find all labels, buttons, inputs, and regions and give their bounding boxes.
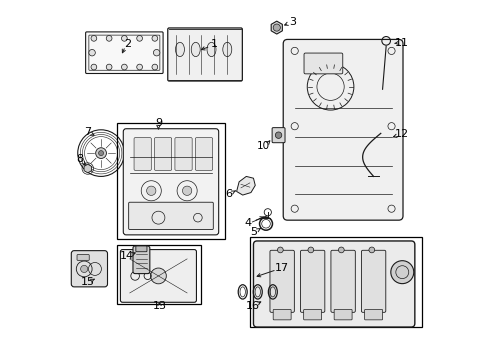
Ellipse shape: [223, 42, 231, 57]
Ellipse shape: [175, 42, 184, 57]
FancyBboxPatch shape: [133, 246, 149, 274]
Circle shape: [91, 64, 97, 70]
Circle shape: [182, 186, 191, 195]
FancyBboxPatch shape: [304, 53, 342, 74]
FancyBboxPatch shape: [134, 138, 151, 170]
FancyBboxPatch shape: [128, 202, 213, 229]
Text: 12: 12: [394, 129, 408, 139]
FancyBboxPatch shape: [300, 250, 324, 312]
Polygon shape: [271, 21, 282, 34]
FancyBboxPatch shape: [195, 138, 212, 170]
Text: 6: 6: [224, 189, 231, 199]
FancyBboxPatch shape: [271, 128, 285, 143]
FancyBboxPatch shape: [123, 129, 218, 235]
FancyBboxPatch shape: [85, 32, 163, 73]
FancyBboxPatch shape: [303, 310, 321, 320]
Text: 14: 14: [120, 251, 134, 261]
Circle shape: [368, 247, 374, 253]
FancyBboxPatch shape: [283, 40, 402, 220]
Ellipse shape: [191, 42, 200, 57]
Ellipse shape: [206, 42, 216, 57]
FancyBboxPatch shape: [330, 250, 355, 312]
Circle shape: [99, 150, 103, 156]
Circle shape: [150, 268, 166, 284]
Circle shape: [91, 36, 97, 41]
FancyBboxPatch shape: [154, 138, 171, 170]
Text: 11: 11: [394, 38, 408, 48]
Circle shape: [152, 36, 158, 41]
FancyBboxPatch shape: [136, 246, 147, 252]
Text: 5: 5: [249, 227, 256, 237]
Circle shape: [106, 64, 112, 70]
FancyBboxPatch shape: [167, 28, 242, 81]
Circle shape: [121, 64, 127, 70]
Circle shape: [89, 49, 95, 56]
Text: 7: 7: [84, 127, 91, 136]
Text: 17: 17: [274, 263, 288, 273]
Polygon shape: [84, 164, 91, 173]
FancyBboxPatch shape: [71, 251, 107, 287]
FancyBboxPatch shape: [253, 241, 414, 327]
Circle shape: [152, 64, 158, 70]
Circle shape: [96, 148, 106, 158]
Circle shape: [121, 36, 127, 41]
Circle shape: [153, 49, 160, 56]
FancyBboxPatch shape: [120, 249, 196, 302]
FancyBboxPatch shape: [361, 250, 385, 312]
Text: 3: 3: [289, 17, 296, 27]
Circle shape: [277, 247, 283, 253]
Polygon shape: [236, 176, 255, 195]
Circle shape: [390, 261, 413, 284]
Circle shape: [81, 265, 88, 273]
Text: 4: 4: [244, 218, 251, 228]
Text: 10: 10: [256, 141, 269, 151]
Bar: [249, 237, 421, 327]
FancyBboxPatch shape: [269, 250, 294, 312]
Bar: [117, 244, 201, 304]
Circle shape: [338, 247, 344, 253]
FancyBboxPatch shape: [333, 310, 351, 320]
Circle shape: [106, 36, 112, 41]
Text: 2: 2: [124, 39, 131, 49]
Bar: [117, 123, 224, 239]
Text: 9: 9: [155, 118, 162, 128]
Circle shape: [273, 24, 280, 31]
Circle shape: [146, 186, 156, 195]
Text: 1: 1: [210, 39, 217, 49]
Circle shape: [137, 36, 142, 41]
Text: 16: 16: [245, 301, 259, 311]
FancyBboxPatch shape: [273, 310, 290, 320]
Circle shape: [275, 132, 281, 138]
Circle shape: [137, 64, 142, 70]
FancyBboxPatch shape: [364, 310, 382, 320]
Circle shape: [307, 247, 313, 253]
Text: 13: 13: [152, 301, 166, 311]
FancyBboxPatch shape: [77, 255, 89, 260]
FancyBboxPatch shape: [175, 138, 192, 170]
Text: 8: 8: [76, 154, 83, 164]
Text: 15: 15: [81, 277, 95, 287]
